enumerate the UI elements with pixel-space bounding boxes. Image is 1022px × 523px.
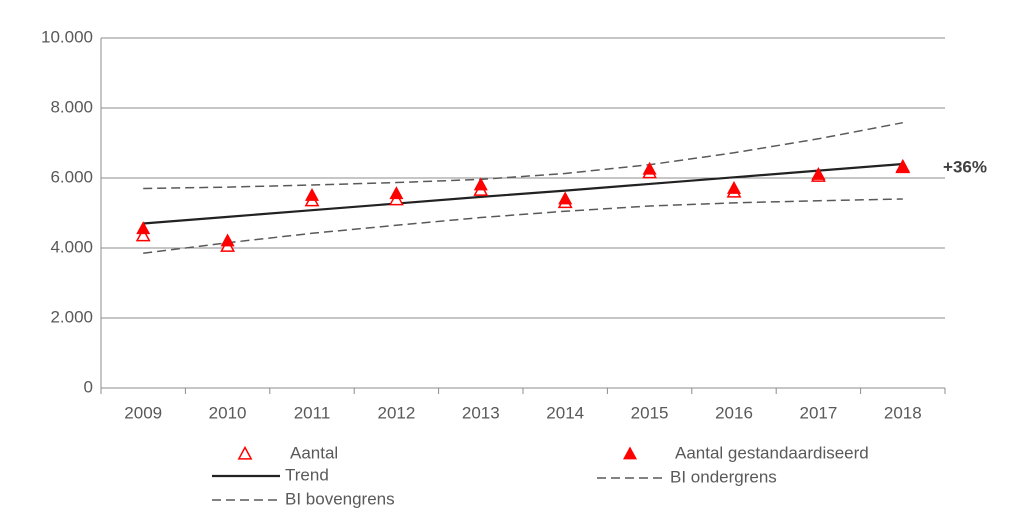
x-tick-label: 2009 — [124, 403, 162, 422]
legend-label: Aantal gestandaardiseerd — [675, 443, 869, 462]
y-tick-label: 10.000 — [41, 27, 93, 46]
y-tick-label: 6.000 — [50, 167, 93, 186]
series-line — [143, 162, 903, 225]
marker — [135, 227, 151, 242]
y-tick-label: 8.000 — [50, 97, 93, 116]
x-tick-label: 2018 — [884, 403, 922, 422]
x-tick-label: 2011 — [294, 403, 331, 422]
marker — [558, 191, 573, 205]
series-line — [143, 198, 903, 254]
annotation: +36% — [943, 157, 987, 176]
marker — [473, 177, 488, 191]
legend-label: BI bovengrens — [285, 489, 395, 508]
y-tick-label: 0 — [84, 377, 93, 396]
x-tick-label: 2017 — [799, 403, 837, 422]
marker — [726, 180, 742, 194]
x-tick-label: 2016 — [715, 403, 753, 422]
marker — [895, 158, 910, 172]
y-tick-label: 4.000 — [50, 237, 93, 256]
x-tick-label: 2012 — [377, 403, 415, 422]
x-tick-label: 2013 — [462, 403, 500, 422]
marker — [622, 446, 638, 460]
marker — [136, 221, 151, 235]
marker — [304, 187, 320, 201]
x-tick-label: 2014 — [546, 403, 584, 422]
legend-label: Trend — [285, 465, 329, 484]
marker — [237, 445, 253, 460]
marker — [220, 233, 235, 247]
legend-label: Aantal — [290, 443, 338, 462]
x-tick-label: 2010 — [209, 403, 247, 422]
marker — [811, 166, 826, 180]
y-tick-label: 2.000 — [50, 307, 93, 326]
series-line — [143, 121, 903, 190]
marker — [642, 161, 657, 175]
x-tick-label: 2015 — [631, 403, 669, 422]
legend-label: BI ondergrens — [670, 467, 777, 486]
marker — [389, 186, 404, 200]
